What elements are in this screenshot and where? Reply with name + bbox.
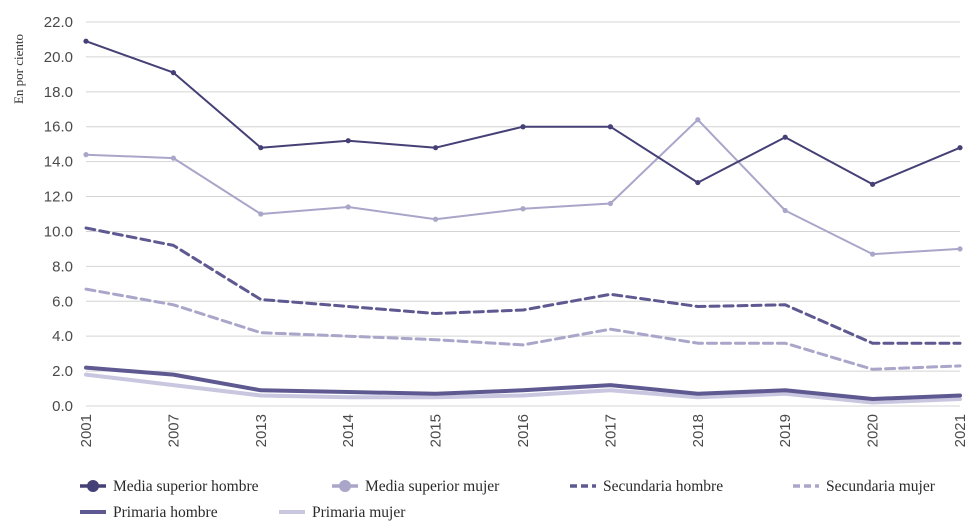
y-tick-label: 20.0 [44,49,73,66]
y-tick-label: 14.0 [44,154,73,171]
data-point [957,145,963,151]
series-line [85,118,961,256]
data-point [433,216,439,222]
data-point [170,70,176,76]
data-point [83,152,89,158]
data-point [345,204,351,210]
legend-label: Secundaria mujer [826,478,936,495]
data-point [607,124,614,130]
data-point [520,124,526,130]
x-axis-ticks: 2001 2007 2013 2014 2015 2016 2017 2018 2019 2020… [78,414,969,447]
x-tick-label: 2015 [428,414,445,447]
data-point [170,155,176,161]
data-point [870,251,876,257]
series-2 [84,226,962,345]
legend-item: Secundaria hombre [570,478,723,495]
series-line [84,226,962,345]
legend-label: Secundaria hombre [603,478,723,495]
series-3 [84,287,962,371]
y-axis-ticks: 0.0 2.0 4.0 6.0 8.0 10.0 12.0 14.0 16.0 18.0 20.0 2… [44,14,73,415]
legend-label: Media superior mujer [365,478,500,495]
data-point [607,200,614,207]
data-point [782,134,788,140]
series-4 [84,365,962,401]
legend-item: Primaria hombre [80,504,218,521]
legend-label: Primaria mujer [312,504,406,521]
data-point [433,145,439,151]
x-tick-label: 2019 [777,414,794,447]
series-1 [83,117,963,257]
data-point [782,207,788,214]
legend-label: Primaria hombre [113,504,218,521]
y-tick-label: 6.0 [52,293,73,310]
y-tick-label: 22.0 [44,14,73,31]
series-line [85,40,961,186]
y-tick-label: 18.0 [44,84,73,101]
data-point [695,179,701,186]
legend-marker [87,480,99,492]
series-line [84,365,962,401]
series-line [84,372,962,405]
y-axis-title: En por ciento [11,34,26,104]
legend-item: Media superior mujer [332,478,500,495]
legend-item: Primaria mujer [279,504,406,521]
series-lines [83,38,963,405]
data-point [83,38,89,44]
y-tick-label: 0.0 [52,398,73,415]
x-tick-label: 2018 [690,414,707,447]
legend: Media superior hombre Media superior muje… [80,478,936,521]
x-tick-label: 2013 [253,414,270,447]
y-tick-label: 4.0 [52,328,73,345]
series-0 [83,38,963,187]
data-point [345,138,351,144]
series-5 [84,372,962,405]
data-point [520,206,526,212]
data-point [258,211,264,217]
data-point [870,181,876,187]
series-line [84,287,962,371]
legend-item: Secundaria mujer [793,478,936,495]
gridlines [86,21,960,407]
y-tick-label: 16.0 [44,119,73,136]
legend-item: Media superior hombre [80,478,259,495]
x-tick-label: 2021 [952,414,969,447]
y-tick-label: 10.0 [44,223,73,240]
x-tick-label: 2007 [165,414,182,447]
x-tick-label: 2020 [865,414,882,447]
y-tick-label: 12.0 [44,189,73,206]
y-tick-label: 8.0 [52,258,73,275]
data-point [695,117,701,123]
x-tick-label: 2014 [340,414,357,447]
x-tick-label: 2001 [78,414,95,447]
legend-label: Media superior hombre [113,478,259,495]
y-tick-label: 2.0 [52,363,73,380]
x-tick-label: 2017 [602,414,619,447]
x-tick-label: 2016 [515,414,532,447]
data-point [957,246,963,252]
legend-marker [339,480,351,492]
data-point [258,145,264,151]
